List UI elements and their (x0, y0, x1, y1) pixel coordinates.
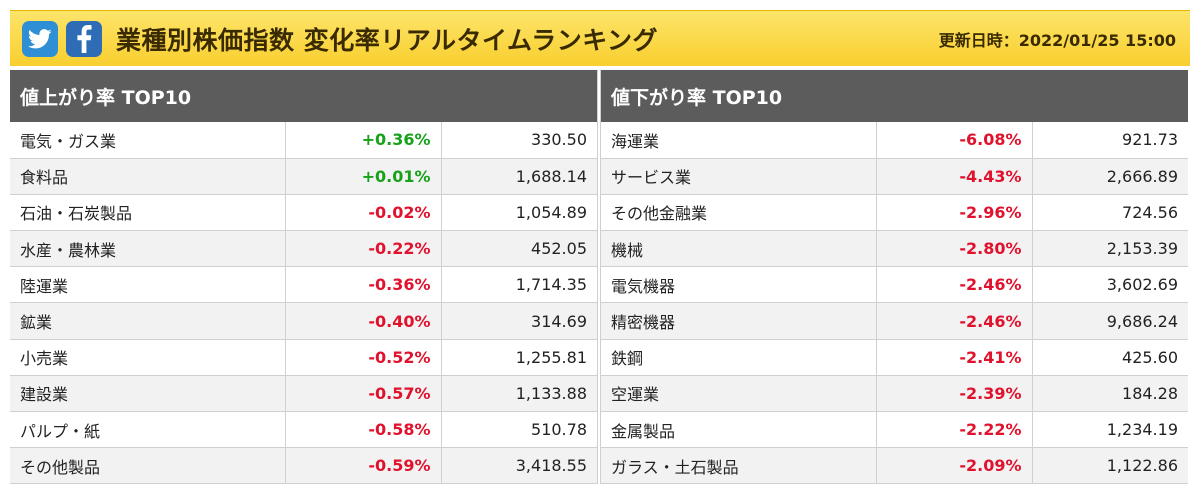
index-value: 2,666.89 (1032, 158, 1188, 195)
table-row: ガラス・土石製品 -2.09% 1,122.86 (601, 447, 1188, 485)
twitter-icon (28, 28, 52, 48)
sector-name: パルプ・紙 (10, 411, 286, 449)
sector-name: 石油・石炭製品 (10, 194, 286, 232)
change-rate: +0.01% (285, 158, 442, 195)
table-row: 石油・石炭製品 -0.02% 1,054.89 (10, 194, 597, 232)
sector-name: 電気・ガス業 (10, 122, 286, 159)
index-value: 184.28 (1032, 375, 1188, 413)
sector-name: 鉱業 (10, 302, 286, 340)
change-rate: -2.80% (876, 230, 1033, 268)
change-rate: -4.43% (876, 158, 1033, 195)
change-rate: -0.22% (285, 230, 442, 268)
index-value: 1,688.14 (441, 158, 597, 195)
index-value: 1,255.81 (441, 339, 597, 376)
sector-name: 水産・農林業 (10, 230, 286, 268)
change-rate: -0.57% (285, 375, 442, 413)
page-header: 業種別株価指数 変化率リアルタイムランキング 更新日時：2022/01/25 1… (10, 10, 1190, 66)
change-rate: -2.46% (876, 302, 1033, 340)
losers-table: 海運業 -6.08% 921.73 サービス業 -4.43% 2,666.89 その他金融業… (601, 122, 1188, 485)
index-value: 3,602.69 (1032, 266, 1188, 304)
table-row: 精密機器 -2.46% 9,686.24 (601, 302, 1188, 340)
change-rate: -2.41% (876, 339, 1033, 376)
sector-name: サービス業 (601, 158, 877, 195)
index-value: 330.50 (441, 122, 597, 159)
sector-name: 食料品 (10, 158, 286, 195)
sector-name: その他製品 (10, 447, 286, 485)
table-row: 空運業 -2.39% 184.28 (601, 375, 1188, 413)
change-rate: -2.22% (876, 411, 1033, 449)
change-rate: -0.36% (285, 266, 442, 304)
table-row: 小売業 -0.52% 1,255.81 (10, 339, 597, 376)
change-rate: -0.59% (285, 447, 442, 485)
change-rate: -0.02% (285, 194, 442, 232)
index-value: 2,153.39 (1032, 230, 1188, 268)
table-row: 電気機器 -2.46% 3,602.69 (601, 266, 1188, 304)
index-value: 510.78 (441, 411, 597, 449)
table-row: 鉱業 -0.40% 314.69 (10, 302, 597, 340)
sector-name: 小売業 (10, 339, 286, 376)
index-value: 1,133.88 (441, 375, 597, 413)
sector-name: 金属製品 (601, 411, 877, 449)
index-value: 3,418.55 (441, 447, 597, 485)
losers-panel: 値下がり率 TOP10 海運業 -6.08% 921.73 サービス業 -4.43% 2,… (600, 70, 1188, 485)
table-row: 電気・ガス業 +0.36% 330.50 (10, 122, 597, 159)
sector-name: ガラス・土石製品 (601, 447, 877, 485)
change-rate: -2.46% (876, 266, 1033, 304)
sector-name: 機械 (601, 230, 877, 268)
sector-name: 建設業 (10, 375, 286, 413)
change-rate: -2.39% (876, 375, 1033, 413)
update-timestamp: 更新日時：2022/01/25 15:00 (938, 30, 1176, 50)
change-rate: -0.58% (285, 411, 442, 449)
index-value: 452.05 (441, 230, 597, 268)
page-title: 業種別株価指数 変化率リアルタイムランキング (116, 25, 658, 55)
gainers-title: 値上がり率 TOP10 (10, 70, 597, 122)
facebook-share-button[interactable] (66, 20, 102, 57)
index-value: 1,122.86 (1032, 447, 1188, 485)
index-value: 724.56 (1032, 194, 1188, 232)
twitter-share-button[interactable] (22, 20, 58, 57)
index-value: 425.60 (1032, 339, 1188, 376)
facebook-icon (77, 24, 92, 53)
gainers-table: 電気・ガス業 +0.36% 330.50 食料品 +0.01% 1,688.14 石油・石炭… (10, 122, 597, 485)
sector-name: 精密機器 (601, 302, 877, 340)
table-row: 陸運業 -0.36% 1,714.35 (10, 266, 597, 304)
table-row: サービス業 -4.43% 2,666.89 (601, 158, 1188, 195)
change-rate: -2.96% (876, 194, 1033, 232)
sector-name: 海運業 (601, 122, 877, 159)
change-rate: -2.09% (876, 447, 1033, 485)
change-rate: -0.40% (285, 302, 442, 340)
sector-name: その他金融業 (601, 194, 877, 232)
index-value: 314.69 (441, 302, 597, 340)
table-row: 食料品 +0.01% 1,688.14 (10, 158, 597, 195)
sector-name: 電気機器 (601, 266, 877, 304)
table-row: 鉄鋼 -2.41% 425.60 (601, 339, 1188, 376)
index-value: 921.73 (1032, 122, 1188, 159)
losers-title: 値下がり率 TOP10 (601, 70, 1188, 122)
table-row: 金属製品 -2.22% 1,234.19 (601, 411, 1188, 449)
sector-name: 鉄鋼 (601, 339, 877, 376)
change-rate: -0.52% (285, 339, 442, 376)
table-row: 機械 -2.80% 2,153.39 (601, 230, 1188, 268)
gainers-panel: 値上がり率 TOP10 電気・ガス業 +0.36% 330.50 食料品 +0.01% 1… (10, 70, 598, 485)
table-row: 海運業 -6.08% 921.73 (601, 122, 1188, 159)
index-value: 9,686.24 (1032, 302, 1188, 340)
sector-name: 陸運業 (10, 266, 286, 304)
table-row: パルプ・紙 -0.58% 510.78 (10, 411, 597, 449)
table-row: 建設業 -0.57% 1,133.88 (10, 375, 597, 413)
index-value: 1,714.35 (441, 266, 597, 304)
sector-name: 空運業 (601, 375, 877, 413)
index-value: 1,054.89 (441, 194, 597, 232)
index-value: 1,234.19 (1032, 411, 1188, 449)
table-row: その他金融業 -2.96% 724.56 (601, 194, 1188, 232)
change-rate: +0.36% (285, 122, 442, 159)
table-row: 水産・農林業 -0.22% 452.05 (10, 230, 597, 268)
table-row: その他製品 -0.59% 3,418.55 (10, 447, 597, 485)
change-rate: -6.08% (876, 122, 1033, 159)
